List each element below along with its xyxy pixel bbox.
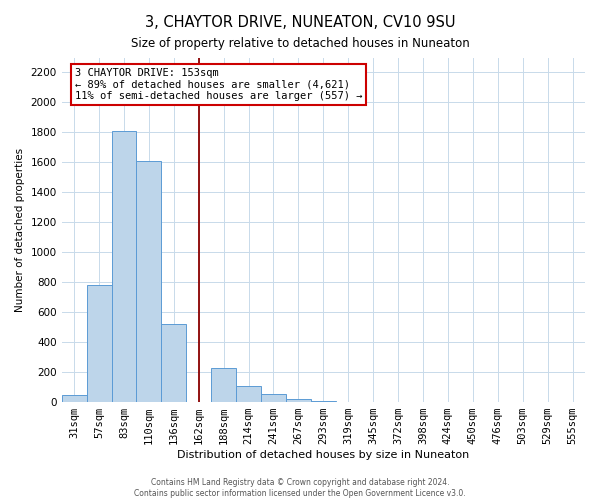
Text: 3 CHAYTOR DRIVE: 153sqm
← 89% of detached houses are smaller (4,621)
11% of semi: 3 CHAYTOR DRIVE: 153sqm ← 89% of detache… bbox=[75, 68, 362, 101]
Bar bbox=[62, 394, 86, 402]
Bar bbox=[211, 368, 236, 402]
Bar bbox=[136, 161, 161, 402]
Text: 3, CHAYTOR DRIVE, NUNEATON, CV10 9SU: 3, CHAYTOR DRIVE, NUNEATON, CV10 9SU bbox=[145, 15, 455, 30]
Bar bbox=[286, 399, 311, 402]
Bar bbox=[261, 394, 286, 402]
Bar bbox=[236, 386, 261, 402]
Bar bbox=[161, 324, 186, 402]
Bar bbox=[311, 400, 336, 402]
Bar bbox=[86, 285, 112, 402]
Text: Size of property relative to detached houses in Nuneaton: Size of property relative to detached ho… bbox=[131, 38, 469, 51]
Bar bbox=[112, 131, 136, 402]
Y-axis label: Number of detached properties: Number of detached properties bbox=[15, 148, 25, 312]
X-axis label: Distribution of detached houses by size in Nuneaton: Distribution of detached houses by size … bbox=[177, 450, 469, 460]
Text: Contains HM Land Registry data © Crown copyright and database right 2024.
Contai: Contains HM Land Registry data © Crown c… bbox=[134, 478, 466, 498]
